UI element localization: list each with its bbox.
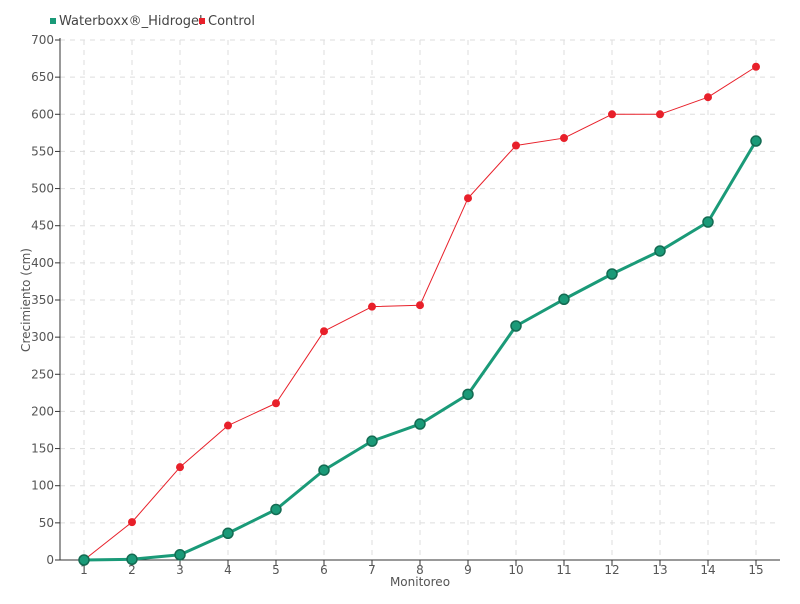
x-tick-label: 11 (556, 563, 571, 577)
data-point-control (512, 141, 520, 150)
data-point-control (176, 463, 184, 472)
data-point-waterboxx (126, 553, 138, 566)
x-tick-label: 1 (80, 563, 88, 577)
legend: Waterboxx®_Hidrogel Control (50, 14, 255, 29)
y-tick-label: 350 (31, 293, 54, 307)
x-tick-label: 4 (224, 563, 232, 577)
data-point-waterboxx (78, 554, 90, 566)
gridlines (60, 39, 780, 560)
data-point-control (704, 93, 712, 102)
legend-swatch-control[interactable] (199, 18, 205, 24)
y-tick-label: 500 (31, 182, 54, 196)
y-tick-label: 550 (31, 144, 54, 158)
data-point-waterboxx (222, 527, 234, 540)
x-tick-label: 9 (464, 563, 472, 577)
y-tick-label: 700 (31, 33, 54, 47)
data-point-waterboxx (174, 549, 186, 561)
legend-swatch-waterboxx[interactable] (50, 18, 56, 24)
x-tick-label: 7 (368, 563, 376, 577)
data-point-control (656, 110, 664, 119)
data-point-control (464, 194, 472, 203)
data-point-waterboxx (366, 435, 378, 447)
legend-label-control[interactable]: Control (208, 14, 255, 29)
x-tick-label: 15 (748, 563, 763, 577)
legend-label-waterboxx[interactable]: Waterboxx®_Hidrogel (59, 14, 203, 29)
x-tick-label: 10 (508, 563, 523, 577)
x-tick-label: 3 (176, 563, 184, 577)
x-tick-label: 12 (604, 563, 619, 577)
data-point-waterboxx (510, 320, 522, 332)
y-tick-label: 150 (31, 442, 54, 456)
y-tick-label: 200 (31, 404, 54, 418)
x-tick-label: 14 (700, 563, 715, 577)
x-tick-label: 13 (652, 563, 667, 577)
x-ticks: 1 2 3 4 5 6 7 8 9 10 11 12 13 14 15 (80, 560, 764, 577)
y-tick-label: 50 (39, 516, 54, 530)
data-point-waterboxx (606, 268, 618, 280)
data-point-waterboxx (558, 293, 570, 306)
x-tick-label: 8 (416, 563, 424, 577)
data-point-waterboxx (318, 464, 330, 476)
data-point-control (272, 399, 280, 408)
series-layer (78, 62, 762, 566)
y-axis-title: Crecimiento (cm) (19, 248, 33, 352)
data-point-waterboxx (702, 216, 714, 228)
y-tick-label: 0 (46, 553, 54, 567)
y-tick-label: 450 (31, 219, 54, 233)
data-point-control (608, 110, 616, 119)
data-point-control (752, 62, 760, 71)
y-tick-label: 250 (31, 367, 54, 381)
y-tick-label: 300 (31, 330, 54, 344)
data-point-waterboxx (270, 503, 282, 516)
y-tick-label: 600 (31, 107, 54, 121)
data-point-waterboxx (654, 245, 666, 257)
data-point-control (368, 302, 376, 311)
y-ticks: 0 50 100 150 200 250 300 350 400 450 500 550 600 650 7… (31, 33, 60, 567)
data-point-control (128, 518, 136, 527)
data-point-waterboxx (462, 388, 474, 401)
y-tick-label: 650 (31, 70, 54, 84)
y-tick-label: 100 (31, 479, 54, 493)
data-point-control (320, 327, 328, 336)
x-tick-label: 6 (320, 563, 328, 577)
data-point-control (416, 301, 424, 310)
x-tick-label: 2 (128, 563, 136, 577)
x-axis-title: Monitoreo (390, 575, 450, 589)
data-point-control (224, 421, 232, 430)
data-point-waterboxx (414, 418, 426, 430)
data-point-waterboxx (750, 135, 762, 147)
data-point-control (560, 134, 568, 143)
x-tick-label: 5 (272, 563, 280, 577)
y-tick-label: 400 (31, 256, 54, 270)
